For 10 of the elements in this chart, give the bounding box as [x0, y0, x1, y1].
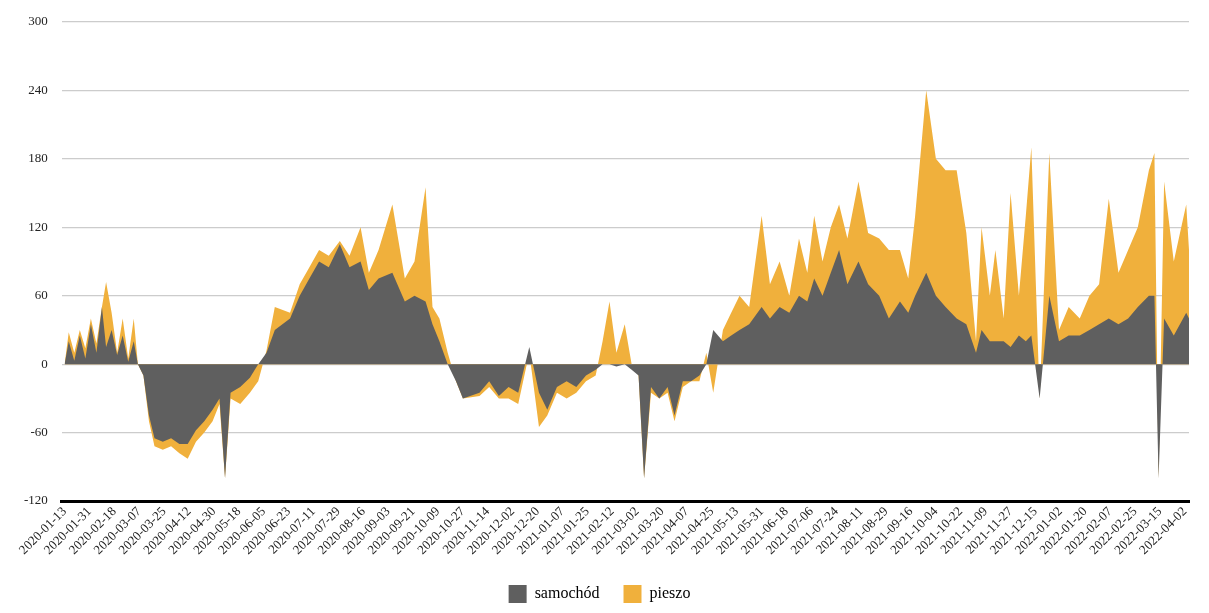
y-tick-label: -60: [30, 424, 48, 440]
y-tick-label: -120: [23, 492, 48, 508]
y-tick-label: 120: [28, 218, 48, 234]
y-tick-label: 0: [41, 355, 48, 371]
y-tick-label: 60: [34, 287, 48, 303]
y-tick-label: 240: [28, 81, 48, 97]
legend-label: samochód: [534, 584, 600, 602]
legend-label: pieszo: [649, 584, 691, 603]
y-tick-label: 300: [28, 13, 48, 29]
y-tick-label: 180: [28, 150, 48, 166]
